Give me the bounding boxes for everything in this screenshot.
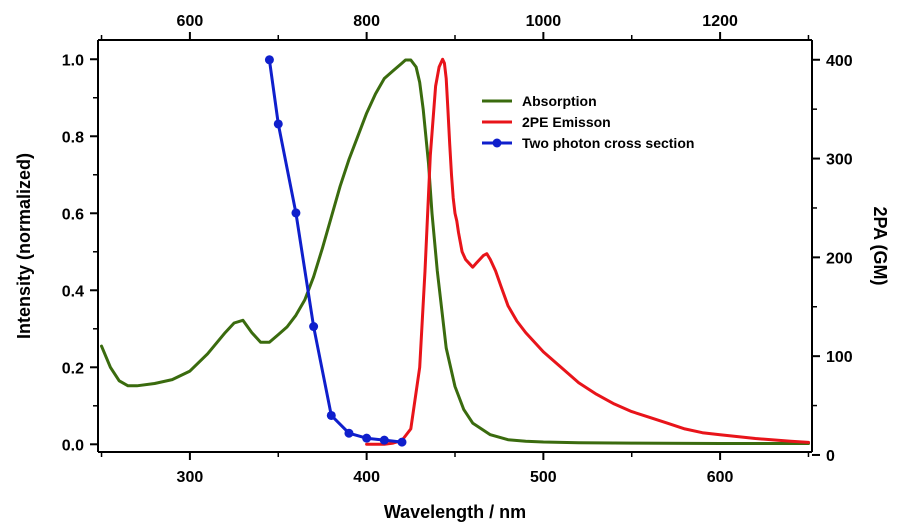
y2-tick-label-300: 300 — [826, 152, 853, 169]
series-line-2pe-emisson — [365, 57, 810, 446]
series-line-two-photon-cross-section — [267, 58, 404, 444]
series-point-two-photon-cross-section-7 — [379, 435, 389, 445]
y-tick-label-0.6: 0.6 — [62, 206, 84, 223]
y2-tick-label-0: 0 — [826, 448, 835, 465]
legend-label-emission: 2PE Emisson — [522, 114, 611, 130]
x2-tick-label-1000: 1000 — [526, 13, 562, 30]
series-point-two-photon-cross-section-6 — [362, 433, 372, 443]
y-tick-label-0.0: 0.0 — [62, 437, 84, 454]
x-tick-label-300: 300 — [177, 469, 204, 486]
legend-label-cross-section: Two photon cross section — [522, 135, 694, 151]
series-point-two-photon-cross-section-2 — [291, 208, 301, 218]
legend-marker-cross-section — [492, 138, 502, 148]
series-point-two-photon-cross-section-0 — [264, 55, 274, 65]
y-tick-label-1.0: 1.0 — [62, 52, 84, 69]
y-tick-label-0.8: 0.8 — [62, 129, 84, 146]
x-axis-title: Wavelength / nm — [384, 502, 526, 522]
y-tick-label-0.4: 0.4 — [62, 283, 84, 300]
y-axis-title: Intensity (normalized) — [14, 153, 34, 339]
y-axis-ticks: 0.0 0.2 0.4 0.6 0.8 1.0 — [62, 52, 98, 454]
series-point-two-photon-cross-section-4 — [326, 410, 336, 420]
y2-tick-label-100: 100 — [826, 349, 853, 366]
y2-tick-label-200: 200 — [826, 250, 853, 267]
legend-item-absorption: Absorption — [482, 93, 597, 109]
legend-item-emission: 2PE Emisson — [482, 114, 611, 130]
y-tick-label-0.2: 0.2 — [62, 360, 84, 377]
series-point-two-photon-cross-section-5 — [344, 428, 354, 438]
x-tick-label-400: 400 — [353, 469, 380, 486]
series-layer — [100, 55, 810, 447]
x-tick-label-600: 600 — [707, 469, 734, 486]
x-axis-ticks: 300 400 500 600 — [100, 452, 810, 486]
legend-label-absorption: Absorption — [522, 93, 597, 109]
series-point-two-photon-cross-section-1 — [273, 119, 283, 129]
series-point-two-photon-cross-section-8 — [397, 437, 407, 447]
x2-tick-label-800: 800 — [353, 13, 380, 30]
x-tick-label-500: 500 — [530, 469, 557, 486]
y2-axis-title: 2PA (GM) — [870, 207, 890, 286]
legend: Absorption 2PE Emisson Two photon cross … — [482, 93, 694, 151]
series-point-two-photon-cross-section-3 — [309, 322, 319, 332]
y2-axis-ticks: 0 100 200 300 400 — [812, 53, 853, 465]
series-line-absorption — [100, 58, 810, 445]
x2-tick-label-1200: 1200 — [702, 13, 738, 30]
x2-tick-label-600: 600 — [177, 13, 204, 30]
y2-tick-label-400: 400 — [826, 53, 853, 70]
x2-axis-ticks: 600 800 1000 1200 — [100, 13, 810, 40]
legend-item-cross-section: Two photon cross section — [482, 135, 694, 151]
